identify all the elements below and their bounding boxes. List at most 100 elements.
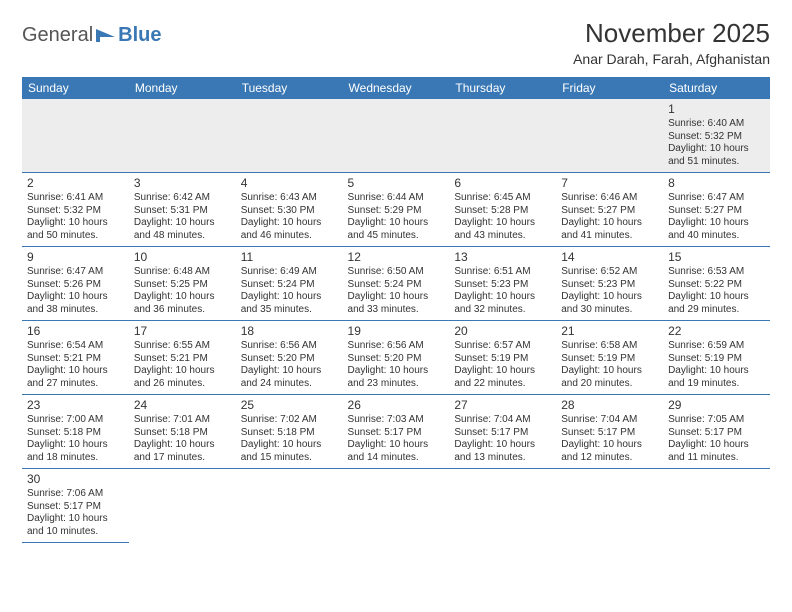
daylight-line-1: Daylight: 10 hours	[454, 365, 551, 378]
sunrise-line: Sunrise: 6:47 AM	[668, 192, 765, 205]
day-number: 4	[241, 176, 338, 191]
flag-icon	[95, 28, 117, 44]
calendar-empty-cell	[556, 99, 663, 173]
daylight-line-1: Daylight: 10 hours	[561, 365, 658, 378]
sunset-line: Sunset: 5:19 PM	[668, 353, 765, 366]
day-number: 24	[134, 398, 231, 413]
day-number: 3	[134, 176, 231, 191]
sunset-line: Sunset: 5:23 PM	[454, 279, 551, 292]
daylight-line-1: Daylight: 10 hours	[241, 365, 338, 378]
calendar-empty-cell	[236, 99, 343, 173]
day-header: Wednesday	[343, 77, 450, 99]
sunset-line: Sunset: 5:32 PM	[668, 131, 765, 144]
calendar-day-cell: 22Sunrise: 6:59 AMSunset: 5:19 PMDayligh…	[663, 321, 770, 395]
daylight-line-2: and 38 minutes.	[27, 304, 124, 317]
daylight-line-2: and 45 minutes.	[348, 230, 445, 243]
daylight-line-1: Daylight: 10 hours	[27, 513, 124, 526]
calendar-head: SundayMondayTuesdayWednesdayThursdayFrid…	[22, 77, 770, 99]
sunset-line: Sunset: 5:17 PM	[454, 427, 551, 440]
calendar-empty-cell	[236, 469, 343, 543]
daylight-line-1: Daylight: 10 hours	[454, 439, 551, 452]
daylight-line-2: and 14 minutes.	[348, 452, 445, 465]
calendar-day-cell: 29Sunrise: 7:05 AMSunset: 5:17 PMDayligh…	[663, 395, 770, 469]
calendar-day-cell: 30Sunrise: 7:06 AMSunset: 5:17 PMDayligh…	[22, 469, 129, 543]
sunrise-line: Sunrise: 7:03 AM	[348, 414, 445, 427]
daylight-line-2: and 19 minutes.	[668, 378, 765, 391]
calendar-day-cell: 28Sunrise: 7:04 AMSunset: 5:17 PMDayligh…	[556, 395, 663, 469]
day-number: 14	[561, 250, 658, 265]
calendar-table: SundayMondayTuesdayWednesdayThursdayFrid…	[22, 77, 770, 543]
daylight-line-1: Daylight: 10 hours	[27, 365, 124, 378]
calendar-day-cell: 24Sunrise: 7:01 AMSunset: 5:18 PMDayligh…	[129, 395, 236, 469]
day-number: 15	[668, 250, 765, 265]
sunrise-line: Sunrise: 6:45 AM	[454, 192, 551, 205]
sunset-line: Sunset: 5:31 PM	[134, 205, 231, 218]
daylight-line-2: and 13 minutes.	[454, 452, 551, 465]
daylight-line-1: Daylight: 10 hours	[668, 365, 765, 378]
sunrise-line: Sunrise: 6:47 AM	[27, 266, 124, 279]
sunrise-line: Sunrise: 7:00 AM	[27, 414, 124, 427]
daylight-line-1: Daylight: 10 hours	[348, 291, 445, 304]
calendar-day-cell: 23Sunrise: 7:00 AMSunset: 5:18 PMDayligh…	[22, 395, 129, 469]
daylight-line-2: and 43 minutes.	[454, 230, 551, 243]
sunset-line: Sunset: 5:30 PM	[241, 205, 338, 218]
sunset-line: Sunset: 5:24 PM	[241, 279, 338, 292]
sunrise-line: Sunrise: 6:56 AM	[348, 340, 445, 353]
day-number: 5	[348, 176, 445, 191]
day-header-row: SundayMondayTuesdayWednesdayThursdayFrid…	[22, 77, 770, 99]
day-number: 17	[134, 324, 231, 339]
daylight-line-1: Daylight: 10 hours	[134, 217, 231, 230]
daylight-line-2: and 26 minutes.	[134, 378, 231, 391]
daylight-line-1: Daylight: 10 hours	[561, 217, 658, 230]
daylight-line-1: Daylight: 10 hours	[454, 217, 551, 230]
sunrise-line: Sunrise: 6:56 AM	[241, 340, 338, 353]
calendar-empty-cell	[663, 469, 770, 543]
daylight-line-1: Daylight: 10 hours	[241, 439, 338, 452]
sunrise-line: Sunrise: 6:55 AM	[134, 340, 231, 353]
calendar-week-row: 1Sunrise: 6:40 AMSunset: 5:32 PMDaylight…	[22, 99, 770, 173]
calendar-empty-cell	[343, 469, 450, 543]
daylight-line-2: and 50 minutes.	[27, 230, 124, 243]
sunset-line: Sunset: 5:20 PM	[241, 353, 338, 366]
day-header: Thursday	[449, 77, 556, 99]
sunset-line: Sunset: 5:27 PM	[561, 205, 658, 218]
sunset-line: Sunset: 5:19 PM	[561, 353, 658, 366]
sunset-line: Sunset: 5:17 PM	[668, 427, 765, 440]
calendar-day-cell: 3Sunrise: 6:42 AMSunset: 5:31 PMDaylight…	[129, 173, 236, 247]
daylight-line-2: and 32 minutes.	[454, 304, 551, 317]
page-header: GeneralBlue November 2025 Anar Darah, Fa…	[22, 18, 770, 67]
calendar-week-row: 2Sunrise: 6:41 AMSunset: 5:32 PMDaylight…	[22, 173, 770, 247]
sunset-line: Sunset: 5:22 PM	[668, 279, 765, 292]
calendar-day-cell: 17Sunrise: 6:55 AMSunset: 5:21 PMDayligh…	[129, 321, 236, 395]
sunrise-line: Sunrise: 7:01 AM	[134, 414, 231, 427]
calendar-day-cell: 19Sunrise: 6:56 AMSunset: 5:20 PMDayligh…	[343, 321, 450, 395]
calendar-day-cell: 12Sunrise: 6:50 AMSunset: 5:24 PMDayligh…	[343, 247, 450, 321]
daylight-line-2: and 12 minutes.	[561, 452, 658, 465]
daylight-line-2: and 29 minutes.	[668, 304, 765, 317]
daylight-line-1: Daylight: 10 hours	[241, 217, 338, 230]
daylight-line-1: Daylight: 10 hours	[134, 291, 231, 304]
day-number: 19	[348, 324, 445, 339]
calendar-empty-cell	[129, 469, 236, 543]
sunrise-line: Sunrise: 6:43 AM	[241, 192, 338, 205]
day-number: 30	[27, 472, 124, 487]
daylight-line-2: and 15 minutes.	[241, 452, 338, 465]
day-header: Sunday	[22, 77, 129, 99]
daylight-line-2: and 20 minutes.	[561, 378, 658, 391]
day-number: 18	[241, 324, 338, 339]
sunrise-line: Sunrise: 6:54 AM	[27, 340, 124, 353]
sunset-line: Sunset: 5:19 PM	[454, 353, 551, 366]
calendar-day-cell: 8Sunrise: 6:47 AMSunset: 5:27 PMDaylight…	[663, 173, 770, 247]
location-text: Anar Darah, Farah, Afghanistan	[573, 51, 770, 67]
sunset-line: Sunset: 5:17 PM	[27, 501, 124, 514]
sunrise-line: Sunrise: 6:40 AM	[668, 118, 765, 131]
daylight-line-1: Daylight: 10 hours	[134, 365, 231, 378]
sunset-line: Sunset: 5:20 PM	[348, 353, 445, 366]
sunset-line: Sunset: 5:18 PM	[241, 427, 338, 440]
sunrise-line: Sunrise: 6:57 AM	[454, 340, 551, 353]
day-number: 25	[241, 398, 338, 413]
calendar-day-cell: 11Sunrise: 6:49 AMSunset: 5:24 PMDayligh…	[236, 247, 343, 321]
day-number: 1	[668, 102, 765, 117]
title-block: November 2025 Anar Darah, Farah, Afghani…	[573, 18, 770, 67]
day-number: 11	[241, 250, 338, 265]
